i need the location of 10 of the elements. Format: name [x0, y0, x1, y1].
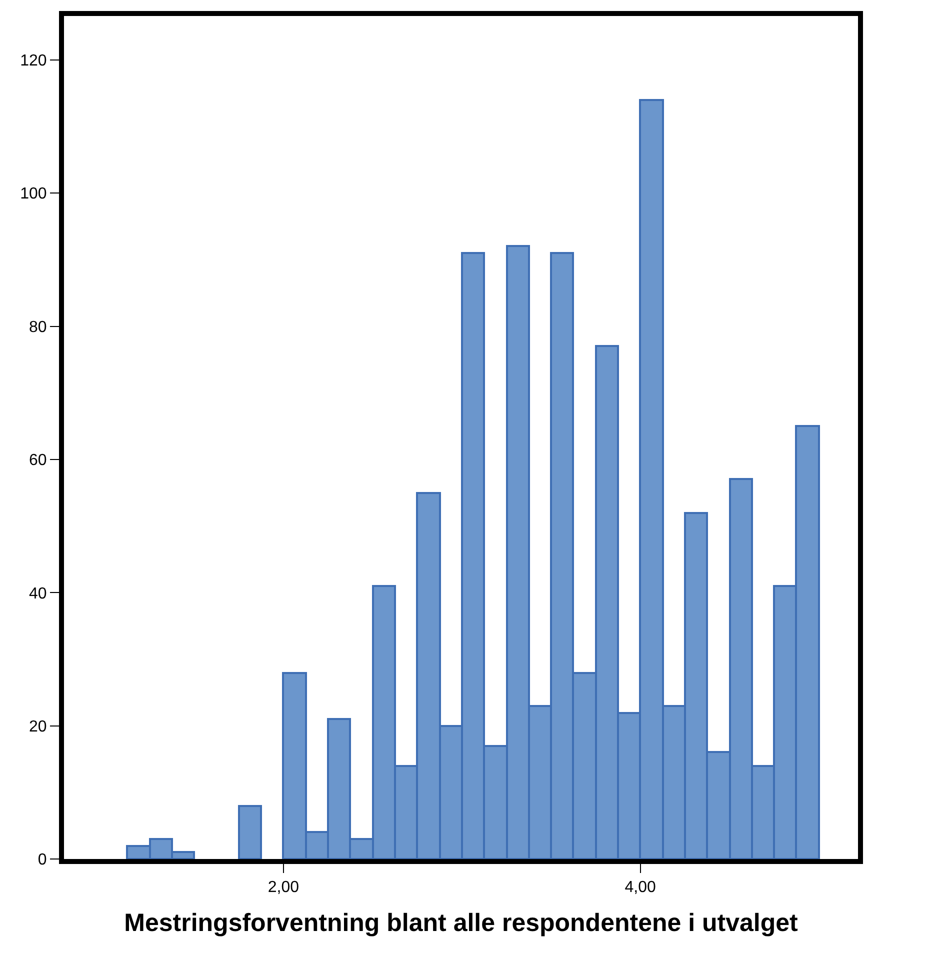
y-tick-label: 60	[29, 452, 47, 470]
y-tick-label: 100	[20, 186, 47, 203]
y-tick-label: 20	[29, 718, 47, 736]
y-tick-label: 0	[38, 852, 47, 869]
y-tick-label: 80	[29, 318, 47, 336]
x-tick-label: 2,00	[268, 879, 300, 896]
x-axis-title: Mestringsforventning blant alle respondentene i utvalget	[124, 909, 799, 938]
y-tick-label: 120	[20, 52, 47, 70]
y-tick-label: 40	[29, 585, 47, 602]
x-tick-label: 4,00	[624, 879, 656, 896]
